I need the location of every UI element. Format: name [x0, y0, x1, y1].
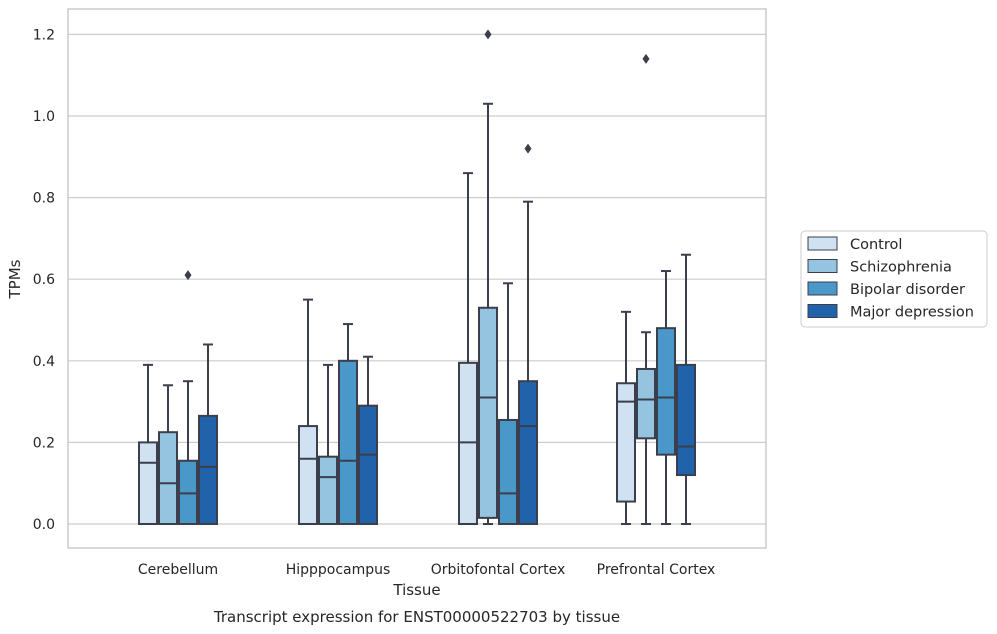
legend-swatch [807, 259, 838, 273]
y-tick-label: 1.0 [33, 109, 55, 125]
box-iqr [478, 306, 498, 519]
box-plot-series [138, 29, 696, 526]
box-schizophrenia [636, 53, 656, 525]
box-iqr [616, 382, 636, 503]
legend-label: Major depression [850, 305, 974, 321]
box-major-depression [358, 355, 378, 525]
box-iqr [298, 425, 318, 525]
y-tick-label: 0.4 [33, 354, 55, 370]
legend-label: Schizophrenia [850, 260, 952, 276]
y-tick-label: 0.6 [33, 272, 55, 288]
plot-frame [67, 8, 767, 549]
box-iqr [318, 455, 338, 525]
box-iqr [138, 441, 158, 525]
box-iqr [158, 431, 178, 526]
chart-title: Transcript expression for ENST0000052270… [213, 608, 620, 626]
box-iqr [178, 459, 198, 526]
x-tick-label: Cerebellum [138, 562, 218, 578]
legend-label: Bipolar disorder [850, 282, 965, 298]
outlier-point [184, 270, 192, 281]
y-tick-label: 0.0 [33, 517, 55, 533]
x-tick-label: Prefrontal Cortex [597, 562, 716, 578]
box-iqr [458, 361, 478, 525]
grid-lines [68, 33, 766, 525]
y-tick-label: 0.2 [33, 435, 55, 451]
box-schizophrenia [478, 29, 498, 525]
legend-swatch [807, 304, 838, 318]
box-schizophrenia [158, 384, 178, 526]
box-major-depression [518, 143, 538, 526]
x-axis-label: Tissue [392, 581, 440, 599]
box-control [298, 298, 318, 525]
box-iqr [636, 367, 656, 440]
legend-label: Control [850, 237, 902, 253]
legend-swatch [807, 236, 838, 251]
box-iqr [676, 363, 696, 477]
box-control [138, 363, 158, 525]
box-bipolar-disorder [338, 323, 358, 525]
y-tick-label: 1.2 [33, 27, 55, 43]
box-bipolar-disorder [498, 282, 518, 525]
box-iqr [498, 418, 518, 525]
x-axis-ticks: Cerebellum Hipppocampus Orbitofontal Corte… [138, 562, 715, 578]
x-tick-label: Hipppocampus [286, 562, 391, 578]
outlier-point [642, 53, 650, 64]
x-tick-label: Orbitofontal Cortex [431, 562, 566, 578]
box-iqr [518, 380, 538, 526]
y-axis-label: TPMs [6, 259, 24, 299]
box-iqr [198, 414, 218, 526]
legend-swatch [807, 281, 838, 296]
box-control [616, 310, 636, 525]
box-iqr [338, 359, 358, 525]
legend: Control Schizophrenia Bipolar disorder Majo… [800, 230, 988, 328]
box-schizophrenia [318, 363, 338, 525]
y-axis-ticks: 0.0 0.2 0.4 0.6 0.8 1.0 1.2 [33, 27, 55, 533]
box-control [458, 172, 478, 525]
outlier-point [484, 29, 492, 40]
box-major-depression [198, 343, 218, 526]
y-tick-label: 0.8 [33, 191, 55, 207]
legend-frame [800, 230, 988, 328]
box-bipolar-disorder [656, 270, 676, 525]
box-iqr [656, 327, 676, 456]
box-iqr [358, 404, 378, 525]
outlier-point [524, 143, 532, 154]
box-bipolar-disorder [178, 270, 198, 526]
box-major-depression [676, 253, 696, 525]
